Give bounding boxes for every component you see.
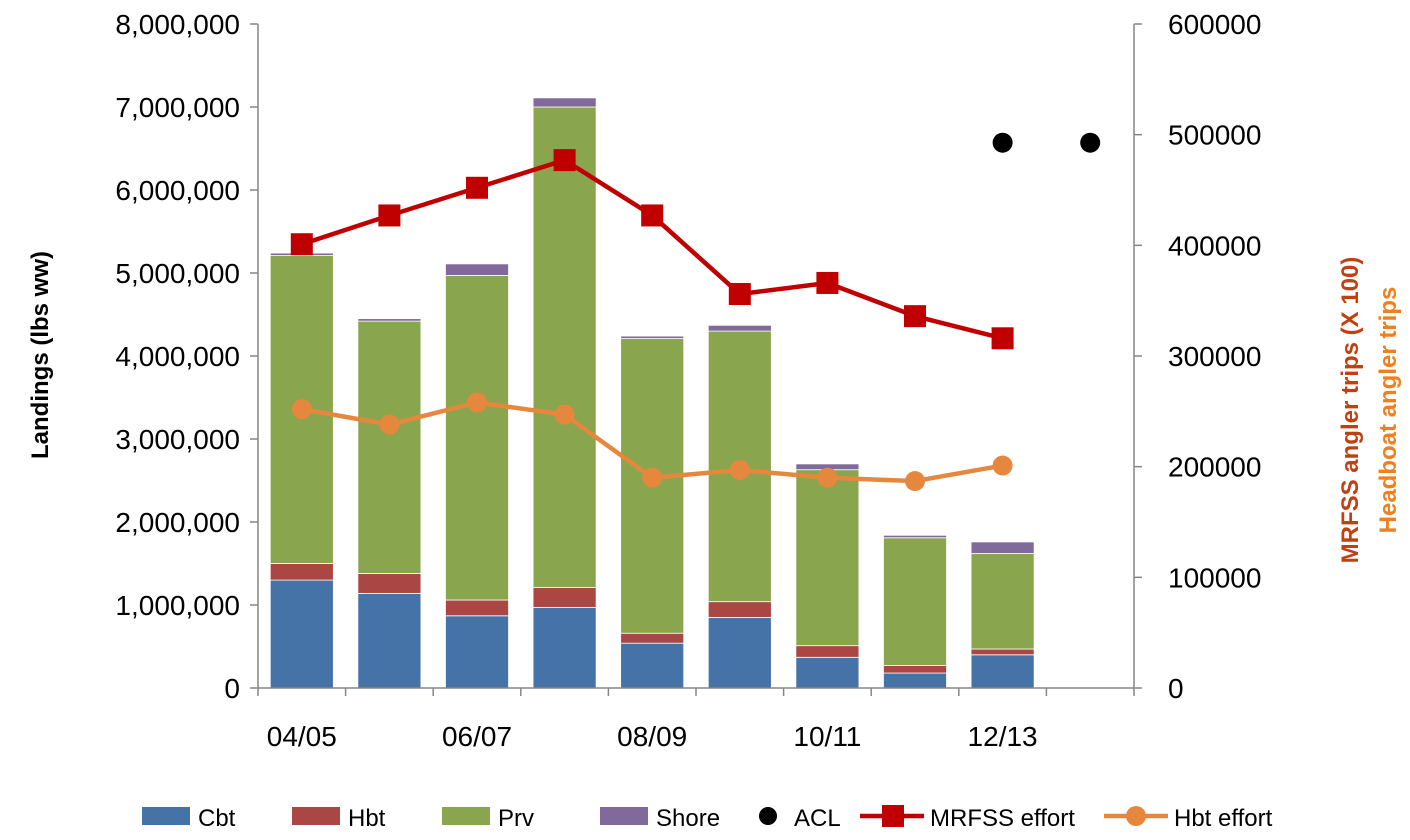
mrfss-effort-marker (290, 233, 313, 256)
mrfss-effort-marker (553, 149, 576, 172)
bar-cbt (620, 642, 685, 689)
x-tick-label: 10/11 (793, 721, 861, 752)
x-tick-label: 12/13 (968, 721, 1038, 752)
legend-swatch-acl (759, 807, 777, 825)
bar-cbt (883, 672, 947, 689)
bar-hbt (795, 645, 860, 658)
right-tick-label: 400000 (1168, 230, 1261, 261)
bar-cbt (269, 579, 334, 689)
y-axis-label-left: Landings (lbs ww) (27, 251, 54, 459)
hbt-effort-marker (642, 467, 663, 488)
mrfss-effort-marker (728, 283, 751, 306)
left-tick-label: 8,000,000 (115, 9, 240, 40)
legend-label-prv: Prv (498, 805, 534, 832)
bar-hbt (269, 563, 334, 581)
bar-prv (795, 469, 860, 647)
right-tick-label: 300000 (1168, 341, 1261, 372)
legend-label-cbt: Cbt (198, 805, 236, 832)
mrfss-effort-marker (991, 327, 1014, 350)
acl-point (1080, 132, 1101, 153)
bar-hbt (883, 665, 947, 674)
right-tick-label: 500000 (1168, 120, 1261, 151)
bar-cbt (707, 617, 772, 689)
hbt-effort-marker (729, 459, 750, 480)
bar-cbt (357, 592, 422, 689)
bar-shore (707, 324, 772, 332)
bar-prv (357, 320, 422, 574)
effort-lines (290, 149, 1014, 492)
x-tick-label: 06/07 (442, 721, 512, 752)
bar-prv (532, 106, 597, 588)
bar-hbt (445, 599, 509, 617)
stacked-bars (269, 97, 1035, 689)
bar-hbt (357, 573, 422, 594)
acl-point (992, 132, 1013, 153)
left-tick-label: 5,000,000 (115, 258, 240, 289)
hbt-effort-marker (817, 467, 838, 488)
bar-shore (357, 318, 422, 322)
right-tick-label: 600000 (1168, 9, 1261, 40)
right-tick-label: 200000 (1168, 452, 1261, 483)
legend: Cbt Hbt Prv Shore ACL MRFSS effort Hbt effort (142, 805, 1273, 832)
legend-swatch-marker-hbt-effort (1126, 806, 1146, 826)
legend-swatch-cbt (142, 807, 190, 825)
hbt-effort-marker (554, 404, 575, 425)
axes (257, 24, 1135, 689)
bar-cbt (532, 607, 597, 689)
bar-hbt (620, 632, 685, 644)
legend-swatch-shore (600, 807, 648, 825)
bar-shore (445, 263, 509, 276)
bar-hbt (970, 648, 1035, 656)
legend-label-hbt-effort: Hbt effort (1174, 805, 1273, 832)
legend-label-acl: ACL (794, 805, 841, 832)
x-tick-label: 08/09 (617, 721, 687, 752)
left-tick-label: 4,000,000 (115, 341, 240, 372)
hbt-effort-marker (467, 392, 487, 413)
y-axis-label-right-headboat: Headboat angler trips (1375, 287, 1402, 534)
legend-swatch-hbt (292, 807, 340, 825)
acl-points (992, 132, 1101, 153)
mrfss-effort-marker (466, 176, 488, 199)
left-tick-label: 7,000,000 (115, 92, 240, 123)
hbt-effort-marker (992, 455, 1013, 476)
bar-prv (970, 553, 1035, 650)
x-axis-ticks: 04/05 06/07 08/09 10/11 12/13 (257, 688, 1135, 752)
mrfss-effort-line (301, 157, 1004, 341)
left-tick-label: 1,000,000 (115, 590, 240, 621)
mrfss-effort-marker (641, 204, 664, 227)
bar-cbt (445, 615, 509, 689)
legend-swatch-marker-mrfss-effort (882, 805, 904, 827)
legend-label-hbt: Hbt (348, 805, 386, 832)
bar-cbt (795, 656, 860, 689)
left-axis-ticks: 0 1,000,000 2,000,000 3,000,000 4,000,000 5,0… (115, 9, 258, 704)
left-tick-label: 3,000,000 (115, 424, 240, 455)
bar-hbt (532, 587, 597, 608)
bar-prv (883, 537, 947, 666)
bar-cbt (970, 654, 1035, 689)
bar-prv (445, 275, 509, 601)
hbt-effort-marker (379, 414, 400, 435)
legend-label-mrfss-effort: MRFSS effort (930, 805, 1075, 832)
left-tick-label: 2,000,000 (115, 507, 240, 538)
legend-swatch-prv (442, 807, 490, 825)
left-tick-label: 6,000,000 (115, 175, 240, 206)
bar-hbt (707, 601, 772, 618)
right-tick-label: 100000 (1168, 562, 1261, 593)
bar-shore (970, 541, 1035, 554)
x-tick-label: 04/05 (267, 721, 337, 752)
y-axis-label-right-mrfss: MRFSS angler trips (X 100) (1337, 257, 1364, 564)
left-tick-label: 0 (224, 673, 240, 704)
bar-shore (883, 534, 947, 539)
right-tick-label: 0 (1168, 673, 1184, 704)
bar-shore (620, 335, 685, 339)
mrfss-effort-marker (904, 305, 926, 328)
bar-shore (532, 97, 597, 108)
hbt-effort-marker (291, 399, 312, 420)
mrfss-effort-marker (816, 271, 839, 294)
hbt-effort-marker (905, 471, 925, 492)
right-axis-ticks: 0 100000 200000 300000 400000 500000 600000 (1134, 9, 1261, 704)
legend-label-shore: Shore (656, 805, 720, 832)
mrfss-effort-marker (378, 204, 401, 227)
